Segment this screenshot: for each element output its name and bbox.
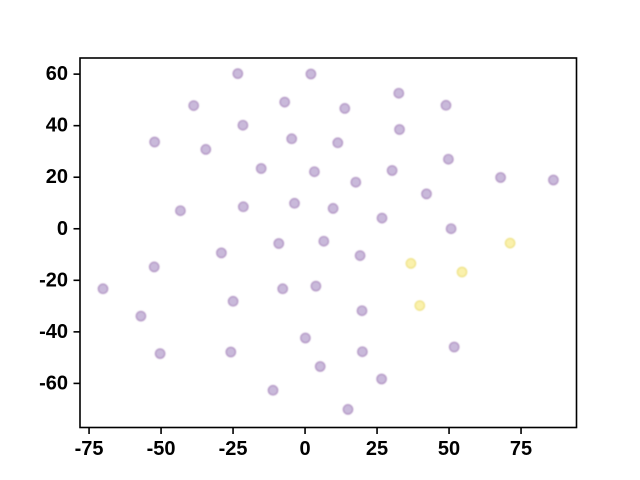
svg-text:40: 40 [46,115,68,137]
svg-text:20: 20 [46,166,68,188]
svg-text:75: 75 [510,438,532,460]
svg-text:50: 50 [438,438,460,460]
svg-text:-20: -20 [39,269,68,291]
svg-text:60: 60 [46,63,68,85]
svg-text:25: 25 [366,438,388,460]
svg-text:-60: -60 [39,372,68,394]
svg-text:-50: -50 [147,438,176,460]
svg-text:0: 0 [57,218,68,240]
svg-text:-40: -40 [39,321,68,343]
svg-text:-75: -75 [75,438,104,460]
svg-text:0: 0 [299,438,310,460]
svg-text:-25: -25 [219,438,248,460]
